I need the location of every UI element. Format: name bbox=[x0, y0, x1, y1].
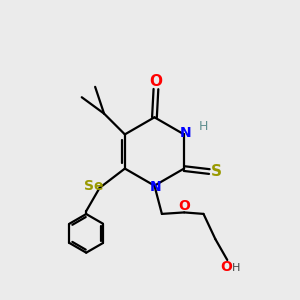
Text: Se: Se bbox=[85, 178, 104, 193]
Text: O: O bbox=[149, 74, 162, 89]
Text: O: O bbox=[220, 260, 232, 274]
Text: H: H bbox=[231, 263, 240, 273]
Text: O: O bbox=[178, 199, 190, 213]
Text: N: N bbox=[180, 126, 191, 140]
Text: N: N bbox=[150, 180, 162, 194]
Text: S: S bbox=[211, 164, 222, 179]
Text: H: H bbox=[199, 121, 208, 134]
